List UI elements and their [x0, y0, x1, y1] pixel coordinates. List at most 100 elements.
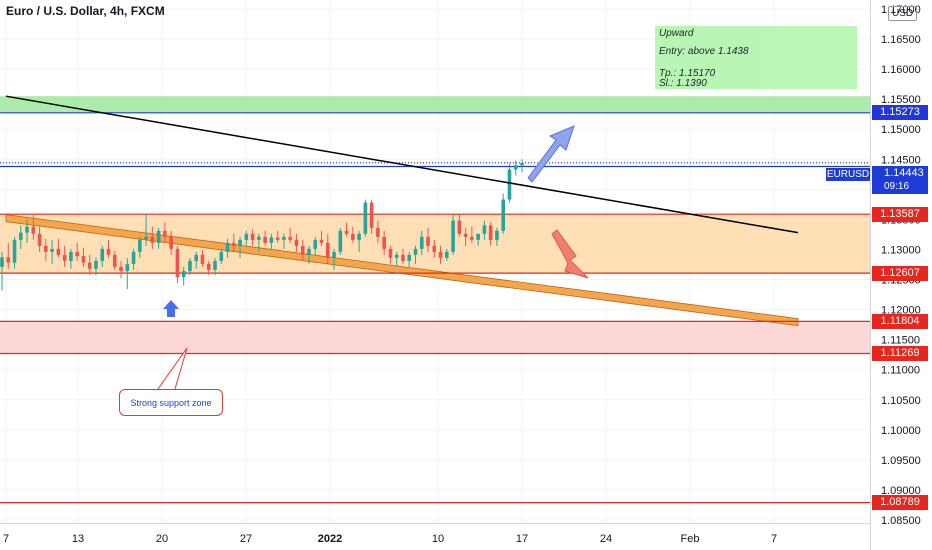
candle-body — [445, 251, 449, 258]
y-tick-label: 1.11500 — [881, 335, 920, 347]
note-line-entry: Entry: above 1.1438 — [659, 46, 749, 57]
candle-body — [438, 251, 443, 258]
candle-body — [0, 257, 4, 267]
candle-body — [31, 226, 36, 234]
candle-body — [94, 260, 98, 269]
candle-body — [344, 230, 349, 234]
candle-body — [394, 254, 399, 258]
y-tick-label: 1.10500 — [881, 395, 921, 407]
candle-body — [50, 248, 54, 252]
candle-body — [37, 233, 42, 246]
zone-green — [0, 96, 870, 113]
candle-body — [250, 233, 255, 240]
candle-body — [332, 251, 336, 258]
candle-body — [6, 257, 11, 263]
candle-body — [482, 225, 487, 234]
currency-badge[interactable]: USD — [888, 6, 918, 21]
y-tick-label: 1.10000 — [881, 425, 921, 437]
zone-orange — [0, 214, 870, 274]
candle-body — [200, 254, 205, 264]
price-label-1.12607[interactable]: 1.12607 — [872, 265, 928, 281]
candle-body — [188, 260, 192, 272]
note-line-direction: Upward — [659, 28, 694, 39]
candle-body — [213, 260, 217, 270]
candle-body — [175, 248, 180, 278]
candle-body — [275, 237, 280, 240]
candle-body — [263, 236, 267, 243]
candle-body — [119, 266, 123, 272]
candle-body — [351, 233, 355, 240]
candle-body — [125, 263, 130, 272]
candle-body — [288, 236, 292, 240]
candle-body — [426, 236, 430, 246]
y-tick-label: 1.17000 — [881, 4, 921, 16]
candle-body — [325, 242, 330, 258]
x-tick-label: 7 — [771, 533, 777, 545]
candle-body — [376, 227, 380, 237]
candle-body — [269, 237, 274, 243]
candle-body — [138, 239, 142, 252]
candle-body — [463, 233, 468, 237]
candle-body — [357, 233, 361, 240]
candle-body — [131, 251, 136, 264]
price-label-1.11804[interactable]: 1.11804 — [872, 313, 928, 329]
x-tick-label: 20 — [156, 533, 168, 545]
price-label-1.15273[interactable]: 1.15273 — [872, 105, 928, 121]
candle-body — [56, 248, 61, 255]
candle-body — [194, 254, 199, 261]
candle-body — [81, 256, 86, 263]
y-tick-label: 1.14500 — [881, 154, 921, 166]
candle-body — [238, 239, 242, 246]
trade-note[interactable]: Upward Entry: above 1.1438 Tp.: 1.15170 … — [655, 26, 857, 89]
candle-body — [106, 248, 111, 255]
candle-body — [407, 254, 412, 261]
candle-body — [257, 236, 261, 240]
candle-body — [100, 248, 105, 261]
y-tick-label: 1.13000 — [881, 244, 921, 256]
x-tick-label: Feb — [681, 533, 700, 545]
symbol-price-label[interactable]: EURUSD — [826, 168, 870, 181]
up-target-arrow — [527, 125, 575, 183]
candle-body — [112, 254, 117, 267]
y-tick-label: 1.08500 — [881, 515, 921, 527]
candle-body — [169, 236, 173, 249]
support-zone-callout[interactable]: Strong support zone — [119, 389, 223, 416]
candle-body — [401, 254, 405, 261]
x-tick-label: 17 — [516, 533, 528, 545]
arrows — [163, 125, 589, 317]
candle-body — [451, 220, 455, 252]
note-line-tp: Tp.: 1.15170 — [659, 68, 716, 79]
candle-body — [476, 233, 480, 240]
candle-body — [44, 245, 48, 252]
orange-channel — [5, 214, 799, 327]
candle-body — [18, 232, 23, 240]
current-price: 1.14443 — [884, 167, 924, 179]
candles — [0, 159, 524, 291]
zone-red — [0, 321, 870, 354]
price-label-1.08789[interactable]: 1.08789 — [872, 495, 928, 511]
candle-body — [156, 230, 161, 243]
price-label-1.13587[interactable]: 1.13587 — [872, 206, 928, 222]
candle-body — [300, 245, 305, 255]
time-axis[interactable]: 7 13 20 27 2022 10 17 24 Feb 7 — [3, 533, 777, 545]
candle-body — [520, 162, 524, 166]
candle-body — [62, 254, 67, 261]
candle-body — [69, 251, 73, 261]
x-tick-label: 27 — [240, 533, 252, 545]
candle-body — [507, 169, 512, 200]
candle-body — [87, 262, 92, 269]
current-price-label[interactable]: 1.14443 09:16 — [872, 166, 928, 194]
x-tick-label: 2022 — [318, 533, 342, 545]
candle-body — [181, 271, 186, 278]
candle-body — [319, 239, 324, 243]
candle-body — [12, 239, 17, 263]
x-tick-label: 13 — [72, 533, 84, 545]
candle-body — [382, 236, 386, 249]
price-label-1.11269[interactable]: 1.11269 — [872, 346, 928, 362]
candle-body — [144, 236, 148, 240]
candle-body — [413, 248, 418, 255]
candle-body — [363, 202, 368, 234]
descending-trendline — [5, 95, 799, 234]
candle-body — [163, 230, 167, 237]
note-line-sl: Sl.: 1.1390 — [659, 78, 707, 89]
